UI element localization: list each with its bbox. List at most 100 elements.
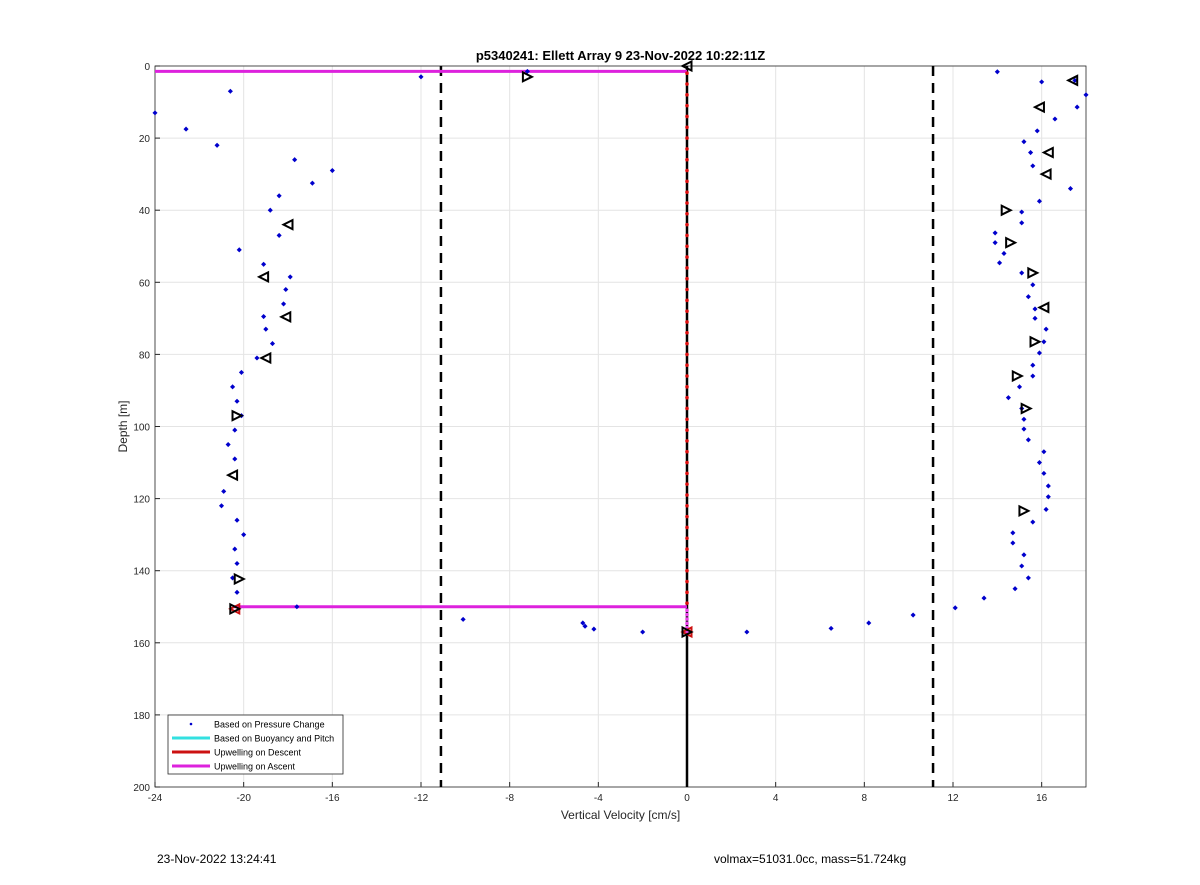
pressure-change-point [218, 503, 225, 509]
y-tick-label: 20 [139, 134, 151, 145]
pressure-change-point [281, 301, 287, 307]
descent-upwelling-point [685, 233, 689, 238]
pressure-change-point [1045, 483, 1051, 489]
pressure-change-point [1043, 326, 1049, 332]
x-tick-label: 0 [684, 793, 690, 804]
left-triangle-marker [256, 270, 270, 284]
pressure-change-point [261, 314, 267, 320]
pressure-change-point [866, 620, 872, 626]
pressure-change-point [269, 341, 276, 347]
pressure-change-point [1005, 395, 1011, 401]
y-tick-label: 120 [133, 495, 150, 506]
x-tick-label: 12 [947, 793, 959, 804]
x-tick-label: -24 [148, 793, 163, 804]
right-triangle-marker [1020, 402, 1033, 415]
descent-upwelling-point [685, 298, 689, 303]
descent-upwelling-point [685, 428, 689, 432]
x-tick-label: 16 [1036, 793, 1048, 804]
ascent-upwelling-point [685, 612, 689, 617]
legend-label: Based on Pressure Change [214, 720, 325, 730]
descent-upwelling-point [685, 514, 689, 519]
descent-upwelling-point [685, 276, 689, 281]
descent-upwelling-point [685, 482, 689, 486]
descent-upwelling-point [685, 352, 689, 357]
descent-upwelling-point [685, 266, 689, 270]
pressure-change-point [1025, 294, 1031, 300]
pressure-change-point [1041, 339, 1047, 345]
pressure-change-point [1021, 416, 1027, 422]
y-tick-label: 40 [139, 206, 151, 217]
right-triangle-marker [1005, 236, 1018, 249]
pressure-change-point [1039, 79, 1045, 85]
descent-upwelling-point [685, 395, 689, 400]
y-tick-label: 100 [133, 423, 150, 434]
descent-upwelling-point [685, 590, 689, 595]
x-tick-label: -12 [414, 793, 429, 804]
descent-upwelling-point [685, 504, 689, 508]
descent-upwelling-point [685, 201, 689, 205]
descent-upwelling-point [685, 385, 689, 389]
x-tick-label: -8 [505, 793, 514, 804]
descent-upwelling-point [685, 82, 689, 86]
footer-timestamp: 23-Nov-2022 13:24:41 [157, 852, 277, 866]
pressure-change-point [1043, 506, 1049, 512]
pressure-change-point [828, 625, 834, 631]
pressure-change-point [1041, 470, 1047, 476]
x-tick-label: 8 [862, 793, 868, 804]
x-tick-label: -20 [236, 793, 251, 804]
pressure-change-point [230, 384, 236, 390]
descent-upwelling-point [685, 103, 689, 108]
descent-upwelling-point [685, 147, 689, 151]
right-triangle-marker [1000, 204, 1013, 217]
descent-upwelling-point [685, 601, 689, 605]
pressure-change-point [261, 261, 267, 267]
x-tick-label: -4 [594, 793, 603, 804]
x-tick-label: 4 [773, 793, 779, 804]
descent-upwelling-point [685, 125, 689, 130]
ascent-upwelling-point [685, 608, 689, 613]
pressure-change-point [580, 620, 586, 626]
pressure-change-point [1036, 350, 1042, 356]
pressure-change-point [1032, 306, 1038, 312]
descent-upwelling-point [685, 363, 689, 368]
left-triangle-marker [1032, 100, 1045, 114]
pressure-change-point [1041, 449, 1047, 455]
x-tick-label: -16 [325, 793, 340, 804]
descent-upwelling-point [685, 212, 689, 216]
pressure-change-point [236, 247, 242, 253]
descent-upwelling-point [685, 114, 689, 119]
pressure-change-point [1045, 494, 1051, 500]
ascent-upwelling-point [685, 617, 689, 621]
legend-label: Upwelling on Ascent [214, 762, 296, 772]
descent-upwelling-point [685, 330, 689, 335]
pressure-change-point [1010, 530, 1016, 536]
y-tick-label: 80 [139, 350, 151, 361]
pressure-change-point [152, 110, 158, 116]
x-axis-label: Vertical Velocity [cm/s] [561, 808, 680, 822]
y-tick-label: 140 [133, 567, 150, 578]
left-triangle-marker [680, 59, 693, 73]
y-axis-label: Depth [m] [116, 400, 130, 452]
y-tick-label: 200 [133, 783, 150, 794]
pressure-change-point [952, 605, 958, 611]
legend-box [167, 714, 344, 775]
axes-box [154, 65, 1087, 788]
pressure-change-point [582, 623, 588, 629]
pressure-change-point [1025, 437, 1031, 443]
pressure-change-point [1030, 163, 1036, 169]
descent-upwelling-point [685, 374, 689, 378]
pressure-change-point [910, 612, 916, 618]
pressure-change-point [214, 142, 220, 148]
pressure-change-point [1067, 186, 1074, 192]
pressure-change-point [309, 180, 315, 186]
descent-upwelling-point [685, 406, 689, 411]
pressure-change-point [183, 126, 189, 132]
footer-info: volmax=51031.0cc, mass=51.724kg [714, 852, 907, 866]
descent-upwelling-point [685, 71, 689, 76]
right-triangle-marker [233, 572, 246, 586]
descent-upwelling-point [685, 525, 689, 530]
pressure-change-point [263, 326, 269, 332]
pressure-change-point [238, 369, 244, 375]
pressure-change-point [221, 488, 227, 494]
